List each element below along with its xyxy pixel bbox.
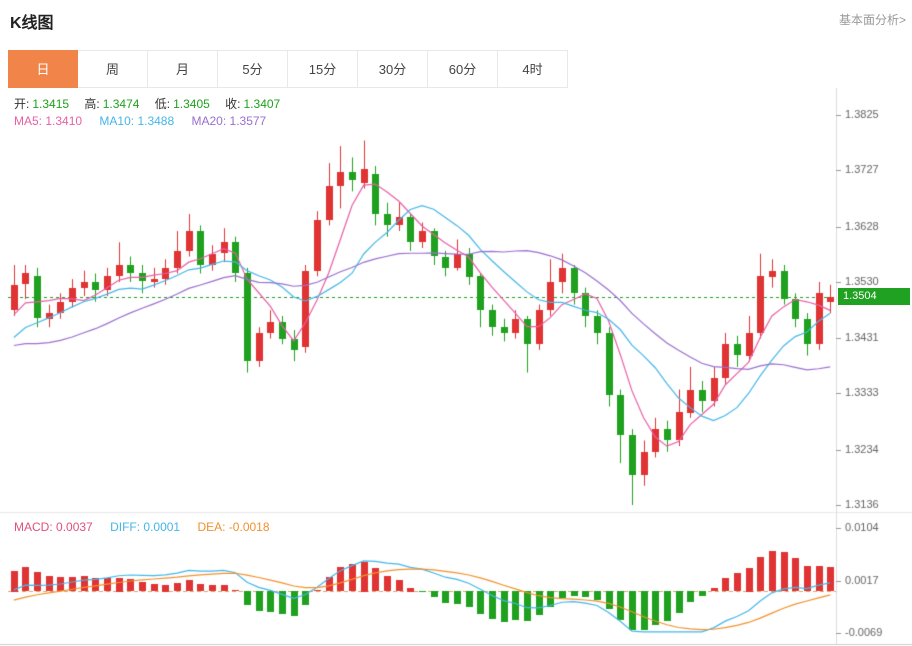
ma10-value: MA10: 1.3488	[99, 114, 175, 128]
macd-legend: MACD: 0.0037 DIFF: 0.0001 DEA: -0.0018	[14, 520, 270, 534]
tab-5min[interactable]: 5分	[218, 50, 288, 88]
fundamental-analysis-link[interactable]: 基本面分析>	[838, 13, 906, 27]
ma5-value: MA5: 1.3410	[14, 114, 83, 128]
tab-week[interactable]: 周	[78, 50, 148, 88]
period-tabs: 日 周 月 5分 15分 30分 60分 4时	[8, 50, 568, 88]
tab-30min[interactable]: 30分	[358, 50, 428, 88]
tab-15min[interactable]: 15分	[288, 50, 358, 88]
tab-day[interactable]: 日	[8, 50, 78, 88]
open-value: 开: 1.3415	[14, 97, 70, 111]
macd-value: MACD: 0.0037	[14, 520, 93, 534]
tab-60min[interactable]: 60分	[428, 50, 498, 88]
low-value: 低: 1.3405	[154, 97, 210, 111]
diff-value: DIFF: 0.0001	[110, 520, 181, 534]
tab-4hour[interactable]: 4时	[498, 50, 568, 88]
ma20-value: MA20: 1.3577	[191, 114, 267, 128]
kline-chart-canvas[interactable]	[0, 88, 912, 646]
tab-month[interactable]: 月	[148, 50, 218, 88]
ma-legend: MA5: 1.3410 MA10: 1.3488 MA20: 1.3577	[14, 114, 266, 128]
header: K线图 基本面分析>	[0, 0, 912, 44]
close-value: 收: 1.3407	[225, 97, 281, 111]
ohlc-legend: 开: 1.3415 高: 1.3474 低: 1.3405 收: 1.3407	[14, 95, 292, 112]
high-value: 高: 1.3474	[84, 97, 140, 111]
dea-value: DEA: -0.0018	[197, 520, 270, 534]
current-price-tag: 1.3504	[838, 288, 910, 305]
page-title: K线图	[10, 15, 54, 32]
